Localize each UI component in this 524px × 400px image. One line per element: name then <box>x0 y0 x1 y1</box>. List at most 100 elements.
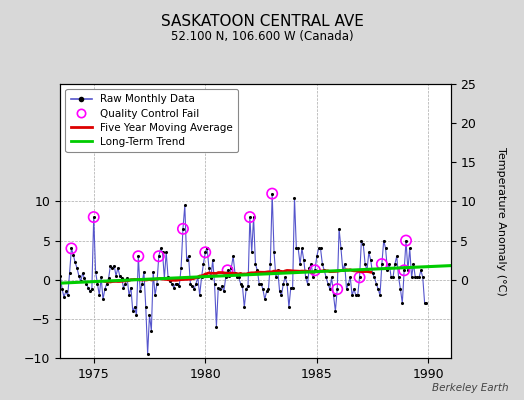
Point <box>407 274 416 280</box>
Point <box>346 274 354 280</box>
Point <box>108 265 116 271</box>
Point <box>138 280 146 287</box>
Point <box>194 274 202 280</box>
Point <box>134 253 143 260</box>
Point <box>199 261 208 267</box>
Point <box>244 283 252 289</box>
Point <box>145 312 154 318</box>
Point <box>398 300 407 306</box>
Point <box>290 194 299 201</box>
Point <box>366 257 375 263</box>
Point <box>333 286 342 292</box>
Point <box>79 270 87 277</box>
Point <box>395 274 403 280</box>
Point <box>77 278 85 284</box>
Point <box>333 286 342 292</box>
Point <box>307 261 315 267</box>
Point <box>106 262 115 269</box>
Point <box>90 214 98 220</box>
Point <box>331 308 340 314</box>
Point <box>354 292 362 298</box>
Point <box>181 202 189 208</box>
Legend: Raw Monthly Data, Quality Control Fail, Five Year Moving Average, Long-Term Tren: Raw Monthly Data, Quality Control Fail, … <box>66 89 238 152</box>
Point <box>80 275 89 281</box>
Point <box>184 253 193 260</box>
Point <box>329 292 337 298</box>
Point <box>374 286 383 292</box>
Point <box>292 245 301 252</box>
Point <box>212 324 221 330</box>
Point <box>247 249 256 256</box>
Point <box>175 283 183 289</box>
Point <box>66 270 74 277</box>
Point <box>149 269 157 275</box>
Point <box>378 261 386 267</box>
Point <box>233 274 241 280</box>
Point <box>268 190 276 197</box>
Point <box>67 245 75 252</box>
Point <box>339 267 347 274</box>
Point <box>82 280 91 287</box>
Point <box>216 286 224 292</box>
Point <box>337 245 345 252</box>
Point <box>158 249 167 256</box>
Point <box>392 253 401 260</box>
Point <box>396 286 405 292</box>
Point <box>50 275 59 281</box>
Point <box>370 274 379 280</box>
Point <box>162 249 170 256</box>
Point <box>314 245 323 252</box>
Point <box>101 286 109 292</box>
Point <box>171 280 180 287</box>
Point <box>91 269 100 275</box>
Point <box>136 288 145 295</box>
Point <box>179 226 187 232</box>
Point <box>147 327 156 334</box>
Point <box>287 284 295 291</box>
Point <box>112 273 120 279</box>
Point <box>151 292 159 298</box>
Point <box>272 274 280 280</box>
Point <box>45 223 53 230</box>
Point <box>355 274 364 280</box>
Point <box>301 274 310 280</box>
Point <box>160 275 169 281</box>
Point <box>190 286 198 292</box>
Point <box>341 261 349 267</box>
Point <box>164 274 172 280</box>
Point <box>264 286 272 292</box>
Point <box>283 280 291 287</box>
Point <box>316 245 325 252</box>
Point <box>249 214 258 220</box>
Point <box>417 267 425 274</box>
Point <box>279 280 288 287</box>
Point <box>227 265 235 271</box>
Point <box>420 300 429 306</box>
Point <box>157 245 165 252</box>
Point <box>90 214 98 220</box>
Point <box>422 300 431 306</box>
Point <box>406 245 414 252</box>
Point <box>240 304 248 310</box>
Point <box>400 267 408 274</box>
Point <box>186 280 194 287</box>
Point <box>238 283 247 289</box>
Point <box>311 267 319 274</box>
Point <box>281 274 289 280</box>
Point <box>86 288 94 295</box>
Point <box>368 270 377 277</box>
Point <box>223 267 232 274</box>
Point <box>246 214 254 220</box>
Point <box>192 280 200 287</box>
Point <box>411 274 420 280</box>
Point <box>344 280 353 287</box>
Point <box>74 273 83 279</box>
Point <box>270 249 278 256</box>
Point <box>47 247 55 253</box>
Point <box>203 245 211 252</box>
Point <box>155 253 163 260</box>
Point <box>52 280 61 287</box>
Point <box>379 237 388 244</box>
Point <box>209 257 217 263</box>
Point <box>84 284 92 291</box>
